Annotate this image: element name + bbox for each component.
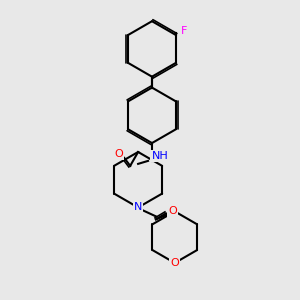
Text: O: O [170, 258, 179, 268]
Text: O: O [114, 149, 123, 159]
Text: N: N [134, 202, 142, 212]
Text: NH: NH [152, 151, 168, 161]
Text: F: F [181, 26, 187, 36]
Text: O: O [168, 206, 177, 216]
